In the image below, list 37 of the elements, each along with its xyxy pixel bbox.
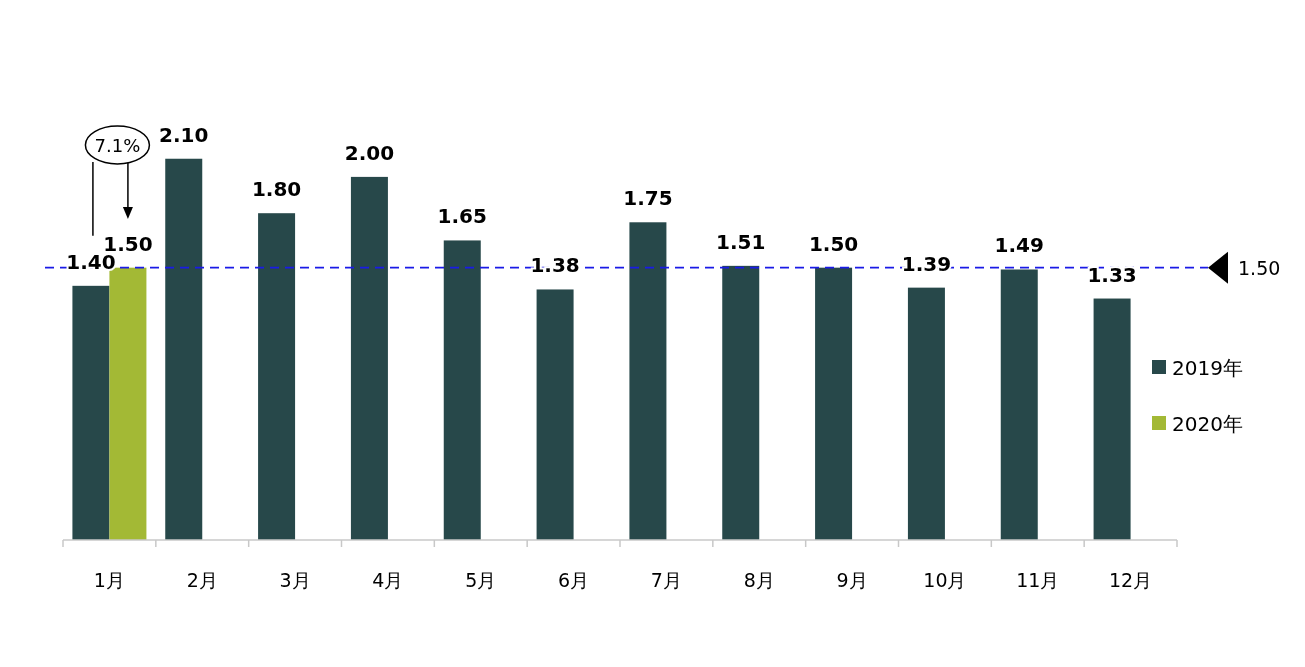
x-tick-label: 1月	[93, 569, 125, 591]
legend-label: 2019年	[1172, 356, 1243, 380]
x-tick-label: 10月	[923, 569, 967, 591]
bar	[907, 287, 945, 540]
bar	[443, 240, 481, 540]
data-label: 2.10	[159, 122, 209, 147]
data-label: 1.49	[994, 233, 1044, 258]
data-label: 1.80	[251, 177, 302, 202]
text: 7.1%	[94, 135, 141, 156]
bar	[350, 176, 388, 540]
x-tick-label: 3月	[279, 569, 311, 591]
data-label: 2.00	[344, 140, 395, 165]
legend-label: 2020年	[1172, 412, 1243, 436]
ref-line-label: 1.50	[1238, 256, 1281, 279]
x-tick-label: 7月	[650, 569, 682, 591]
bar	[1000, 269, 1038, 540]
bar	[722, 265, 760, 540]
bar	[1093, 298, 1131, 540]
data-label: 1.75	[623, 186, 673, 211]
data-label: 1.50	[808, 231, 859, 256]
x-tick-label: 9月	[836, 569, 868, 591]
bar	[815, 267, 853, 540]
x-tick-label: 2月	[186, 569, 218, 591]
x-tick-label: 8月	[743, 569, 775, 591]
x-tick-label: 12月	[1108, 569, 1153, 591]
x-tick-label: 6月	[558, 569, 590, 591]
bar	[258, 213, 296, 540]
data-label: 1.65	[437, 204, 487, 229]
x-tick-label: 4月	[372, 569, 404, 591]
data-label: 1.33	[1087, 262, 1137, 287]
bar	[536, 289, 574, 540]
bar	[165, 158, 203, 540]
data-label: 1.50	[103, 231, 153, 256]
x-tick-label: 11月	[1016, 569, 1060, 591]
data-label: 1.51	[716, 229, 766, 254]
bar	[629, 222, 667, 540]
x-tick-label: 5月	[465, 569, 497, 591]
